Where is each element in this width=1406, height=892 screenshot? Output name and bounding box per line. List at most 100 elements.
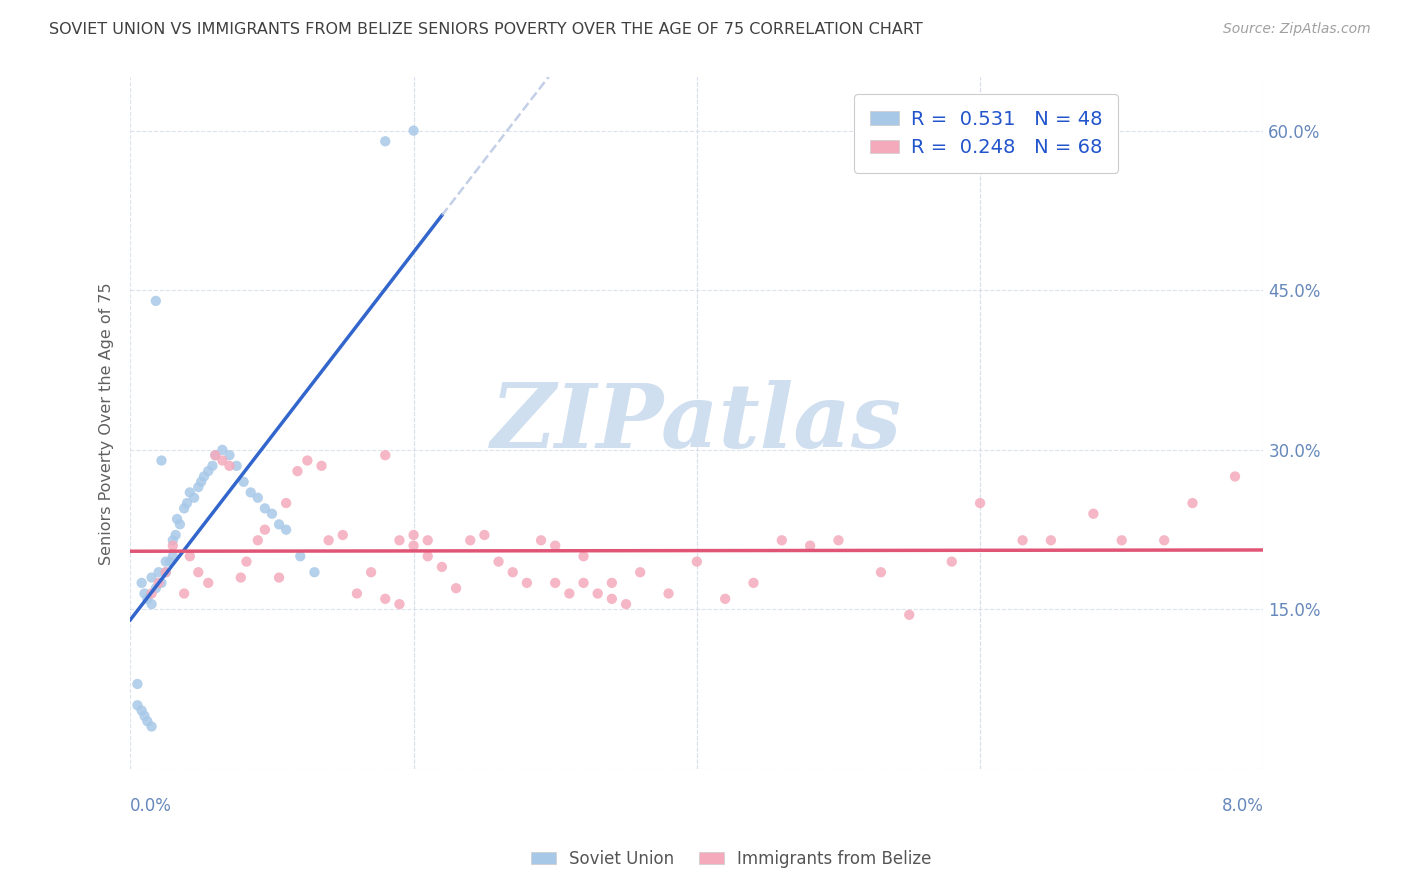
Point — [166, 512, 188, 526]
Point — [1111, 533, 1133, 548]
Point — [416, 533, 439, 548]
Point — [260, 507, 283, 521]
Point — [614, 597, 637, 611]
Point — [444, 581, 467, 595]
Point — [458, 533, 481, 548]
Point — [127, 677, 149, 691]
Text: Source: ZipAtlas.com: Source: ZipAtlas.com — [1223, 22, 1371, 37]
Point — [148, 566, 170, 580]
Y-axis label: Seniors Poverty Over the Age of 75: Seniors Poverty Over the Age of 75 — [100, 282, 114, 565]
Point — [232, 475, 254, 489]
Point — [141, 586, 163, 600]
Point — [162, 549, 184, 564]
Point — [1011, 533, 1033, 548]
Point — [714, 591, 737, 606]
Point — [155, 555, 177, 569]
Point — [229, 570, 252, 584]
Point — [218, 458, 240, 473]
Point — [150, 575, 173, 590]
Point — [176, 496, 198, 510]
Point — [155, 566, 177, 580]
Point — [253, 523, 276, 537]
Point — [827, 533, 849, 548]
Point — [474, 528, 496, 542]
Point — [388, 597, 411, 611]
Point — [969, 496, 991, 510]
Point — [148, 575, 170, 590]
Point — [134, 586, 156, 600]
Point — [159, 555, 181, 569]
Point — [187, 566, 209, 580]
Point — [290, 549, 312, 564]
Point — [898, 607, 921, 622]
Point — [145, 293, 167, 308]
Point — [145, 581, 167, 595]
Point — [502, 566, 524, 580]
Point — [297, 453, 319, 467]
Point — [544, 539, 567, 553]
Point — [742, 575, 765, 590]
Point — [150, 453, 173, 467]
Point — [131, 575, 153, 590]
Point — [558, 586, 581, 600]
Point — [360, 566, 382, 580]
Point — [274, 496, 297, 510]
Point — [1223, 469, 1246, 483]
Point — [686, 555, 709, 569]
Point — [187, 480, 209, 494]
Point — [267, 570, 290, 584]
Point — [318, 533, 340, 548]
Point — [346, 586, 368, 600]
Point — [162, 539, 184, 553]
Point — [253, 501, 276, 516]
Point — [544, 575, 567, 590]
Point — [141, 570, 163, 584]
Point — [374, 591, 396, 606]
Point — [628, 566, 651, 580]
Point — [201, 458, 224, 473]
Point — [332, 528, 354, 542]
Point — [197, 464, 219, 478]
Point — [235, 555, 257, 569]
Point — [218, 448, 240, 462]
Text: 8.0%: 8.0% — [1222, 797, 1264, 814]
Text: ZIPatlas: ZIPatlas — [491, 380, 903, 467]
Point — [530, 533, 553, 548]
Point — [1153, 533, 1175, 548]
Point — [136, 591, 159, 606]
Point — [586, 586, 609, 600]
Point — [190, 475, 212, 489]
Point — [193, 469, 215, 483]
Point — [600, 575, 623, 590]
Point — [402, 528, 425, 542]
Point — [274, 523, 297, 537]
Point — [141, 597, 163, 611]
Point — [311, 458, 333, 473]
Point — [770, 533, 793, 548]
Point — [169, 517, 191, 532]
Point — [197, 575, 219, 590]
Point — [179, 485, 201, 500]
Point — [225, 458, 247, 473]
Point — [141, 719, 163, 733]
Point — [204, 448, 226, 462]
Point — [267, 517, 290, 532]
Point — [1039, 533, 1062, 548]
Point — [246, 533, 269, 548]
Point — [287, 464, 309, 478]
Point — [239, 485, 262, 500]
Point — [211, 453, 233, 467]
Point — [657, 586, 679, 600]
Point — [127, 698, 149, 713]
Point — [402, 123, 425, 137]
Point — [1181, 496, 1204, 510]
Point — [600, 591, 623, 606]
Point — [304, 566, 326, 580]
Point — [402, 539, 425, 553]
Point — [941, 555, 963, 569]
Legend: R =  0.531   N = 48, R =  0.248   N = 68: R = 0.531 N = 48, R = 0.248 N = 68 — [855, 94, 1118, 173]
Point — [516, 575, 538, 590]
Point — [416, 549, 439, 564]
Point — [179, 549, 201, 564]
Point — [388, 533, 411, 548]
